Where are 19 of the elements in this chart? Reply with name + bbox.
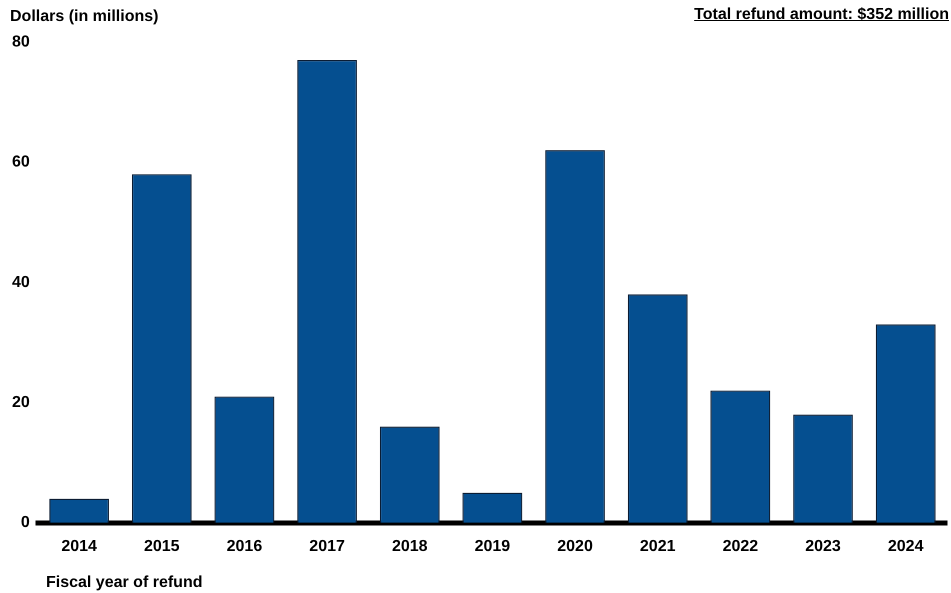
x-tick-label: 2019 [474, 538, 510, 555]
y-tick-label: 0 [20, 514, 30, 532]
y-tick-label: 80 [12, 33, 30, 50]
x-tick-label: 2018 [392, 538, 428, 555]
y-tick-label: 60 [12, 154, 30, 171]
x-tick-label: 2017 [309, 538, 345, 555]
x-tick-label: 2020 [557, 538, 593, 555]
x-tick-label: 2024 [888, 538, 924, 555]
x-tick-label: 2021 [640, 538, 676, 555]
x-tick-label: 2014 [61, 538, 98, 555]
chart-title: Total refund amount: $352 million [694, 6, 949, 24]
x-tick-label: 2015 [144, 538, 180, 555]
y-axis-title: Dollars (in millions) [10, 8, 158, 26]
y-tick-label: 40 [12, 274, 30, 291]
x-tick-label: 2023 [805, 538, 841, 555]
x-axis-title: Fiscal year of refund [46, 574, 202, 592]
x-tick-label: 2022 [722, 538, 758, 555]
x-tick-label: 2016 [226, 538, 262, 555]
y-tick-label: 20 [12, 394, 30, 412]
